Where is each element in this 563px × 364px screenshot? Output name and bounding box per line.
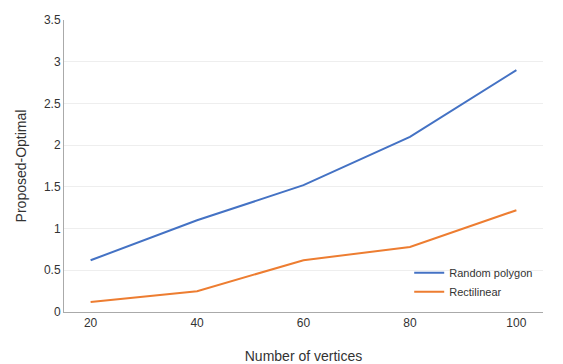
svg-text:2: 2	[54, 138, 61, 152]
svg-text:1: 1	[54, 222, 61, 236]
svg-text:3: 3	[54, 55, 61, 69]
svg-text:Random polygon: Random polygon	[449, 267, 532, 279]
svg-text:2.5: 2.5	[44, 97, 61, 111]
svg-text:Number of vertices: Number of vertices	[245, 348, 362, 364]
svg-text:0.5: 0.5	[44, 263, 61, 277]
svg-text:1.5: 1.5	[44, 180, 61, 194]
svg-text:Proposed-Optimal: Proposed-Optimal	[13, 110, 29, 223]
svg-text:0: 0	[54, 305, 61, 319]
svg-text:40: 40	[190, 316, 204, 330]
svg-text:Rectilinear: Rectilinear	[449, 286, 501, 298]
svg-text:3.5: 3.5	[44, 13, 61, 27]
svg-text:80: 80	[403, 316, 417, 330]
svg-text:60: 60	[297, 316, 311, 330]
svg-text:20: 20	[84, 316, 98, 330]
svg-text:100: 100	[506, 316, 526, 330]
